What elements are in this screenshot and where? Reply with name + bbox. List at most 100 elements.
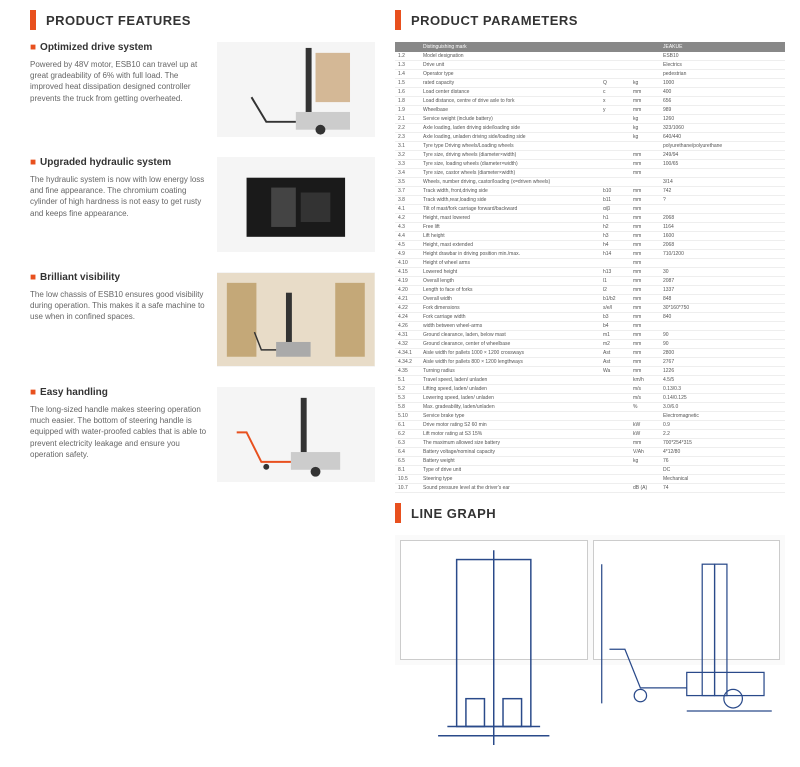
param-cell: 4.31 xyxy=(395,331,420,340)
param-cell: Height of wheel arms xyxy=(420,259,600,268)
param-cell xyxy=(630,178,660,187)
param-cell xyxy=(660,205,785,214)
param-cell xyxy=(630,142,660,151)
param-cell: polyurethane/polyurethane xyxy=(660,142,785,151)
param-row: 4.4Lift heighth3mm1600 xyxy=(395,232,785,241)
parameters-table: Distinguishing markJEAKUE 1.2Model desig… xyxy=(395,42,785,493)
param-cell: Lift motor rating at S3 15% xyxy=(420,430,600,439)
param-cell: 2.1 xyxy=(395,115,420,124)
param-row: 1.5rated capacityQkg1000 xyxy=(395,79,785,88)
param-cell: Service weight (include battery) xyxy=(420,115,600,124)
param-cell: 4.34.2 xyxy=(395,358,420,367)
param-cell: Battery voltage/nominal capacity xyxy=(420,448,600,457)
param-cell: 5.3 xyxy=(395,394,420,403)
param-row: 4.10Height of wheel armsmm xyxy=(395,259,785,268)
param-cell: Overall width xyxy=(420,295,600,304)
param-cell: b3 xyxy=(600,313,630,322)
param-cell xyxy=(660,169,785,178)
param-row: 4.1Tilt of mast/fork carriage forward/ba… xyxy=(395,205,785,214)
param-cell: c xyxy=(600,88,630,97)
param-cell: 1.4 xyxy=(395,70,420,79)
param-cell xyxy=(600,412,630,421)
param-cell: mm xyxy=(630,97,660,106)
param-cell: Service brake type xyxy=(420,412,600,421)
param-cell xyxy=(630,466,660,475)
param-cell: kg xyxy=(630,115,660,124)
param-cell: 1260 xyxy=(660,115,785,124)
param-cell: % xyxy=(630,403,660,412)
param-row: 5.8Max. gradeability, laden/unladen%3.0/… xyxy=(395,403,785,412)
param-cell: mm xyxy=(630,277,660,286)
param-cell: 4.15 xyxy=(395,268,420,277)
param-cell: Lowering speed, laden/ unladen xyxy=(420,394,600,403)
param-cell: 0.14/0.125 xyxy=(660,394,785,403)
param-cell: 3.3 xyxy=(395,160,420,169)
feature-image xyxy=(217,272,375,367)
param-row: 10.5Steering typeMechanical xyxy=(395,475,785,484)
feature-desc: The long-sized handle makes steering ope… xyxy=(30,404,207,460)
param-cell: h3 xyxy=(600,232,630,241)
param-row: 4.31Ground clearance, laden, below mast m… xyxy=(395,331,785,340)
param-cell xyxy=(600,484,630,493)
param-cell: 4.24 xyxy=(395,313,420,322)
param-row: 4.15Lowered heighth13mm30 xyxy=(395,268,785,277)
feature-block: ■Upgraded hydraulic system The hydraulic… xyxy=(30,157,375,252)
param-row: 6.1Drive motor rating S2 60 minkW0.9 xyxy=(395,421,785,430)
param-cell: 90 xyxy=(660,331,785,340)
param-cell: 4*12/80 xyxy=(660,448,785,457)
param-row: 4.21Overall widthb1/b2mm848 xyxy=(395,295,785,304)
param-cell: 4.1 xyxy=(395,205,420,214)
param-cell xyxy=(600,169,630,178)
param-cell: Ground clearance, laden, below mast xyxy=(420,331,600,340)
param-cell: 249/94 xyxy=(660,151,785,160)
technical-diagrams xyxy=(395,535,785,665)
param-row: 1.8Load distance, centre of drive axle t… xyxy=(395,97,785,106)
param-row: 3.8Track width,rear,loading sideb11mm? xyxy=(395,196,785,205)
param-row: 4.26width between wheel-armsb4mm xyxy=(395,322,785,331)
param-cell: 1337 xyxy=(660,286,785,295)
param-cell: ESB10 xyxy=(660,52,785,61)
param-row: 4.20Length to face of forksl2mm1337 xyxy=(395,286,785,295)
param-cell: mm xyxy=(630,349,660,358)
param-row: 6.2Lift motor rating at S3 15%kW2.2 xyxy=(395,430,785,439)
param-row: 4.9Height drawbar in driving position mi… xyxy=(395,250,785,259)
param-cell: mm xyxy=(630,241,660,250)
param-cell: Height, mast lowered xyxy=(420,214,600,223)
param-cell xyxy=(600,178,630,187)
param-cell: mm xyxy=(630,223,660,232)
param-cell: Fork dimensions xyxy=(420,304,600,313)
param-cell: Drive unit xyxy=(420,61,600,70)
param-cell: 30*160*750 xyxy=(660,304,785,313)
param-cell: Electrics xyxy=(660,61,785,70)
linegraph-header: LINE GRAPH xyxy=(395,503,785,523)
features-header: PRODUCT FEATURES xyxy=(30,10,375,30)
param-cell: kg xyxy=(630,124,660,133)
param-cell: mm xyxy=(630,331,660,340)
param-cell: 848 xyxy=(660,295,785,304)
param-cell xyxy=(600,385,630,394)
param-row: 4.2Height, mast loweredh1mm2068 xyxy=(395,214,785,223)
param-row: 1.4Operator typepedestrian xyxy=(395,70,785,79)
param-cell xyxy=(630,61,660,70)
param-cell: 640/440 xyxy=(660,133,785,142)
param-cell: 1164 xyxy=(660,223,785,232)
param-cell: Wheelbase xyxy=(420,106,600,115)
feature-text: ■Brilliant visibility The low chassis of… xyxy=(30,272,217,367)
param-cell: 1.9 xyxy=(395,106,420,115)
param-cell: 5.10 xyxy=(395,412,420,421)
param-row: 4.34.1Aisle width for pallets 1000 × 120… xyxy=(395,349,785,358)
parameters-header: PRODUCT PARAMETERS xyxy=(395,10,785,30)
param-cell: km/h xyxy=(630,376,660,385)
feature-text: ■Upgraded hydraulic system The hydraulic… xyxy=(30,157,217,252)
param-cell: 742 xyxy=(660,187,785,196)
param-cell: Track width,rear,loading side xyxy=(420,196,600,205)
param-cell: width between wheel-arms xyxy=(420,322,600,331)
feature-image xyxy=(217,157,375,252)
param-cell xyxy=(630,475,660,484)
param-row: 6.4Battery voltage/nominal capacityV/Ah4… xyxy=(395,448,785,457)
param-cell: 3.2 xyxy=(395,151,420,160)
param-header-cell xyxy=(395,42,420,52)
param-cell: 323/1060 xyxy=(660,124,785,133)
param-cell: 3.1 xyxy=(395,142,420,151)
parameters-title: PRODUCT PARAMETERS xyxy=(411,13,578,28)
